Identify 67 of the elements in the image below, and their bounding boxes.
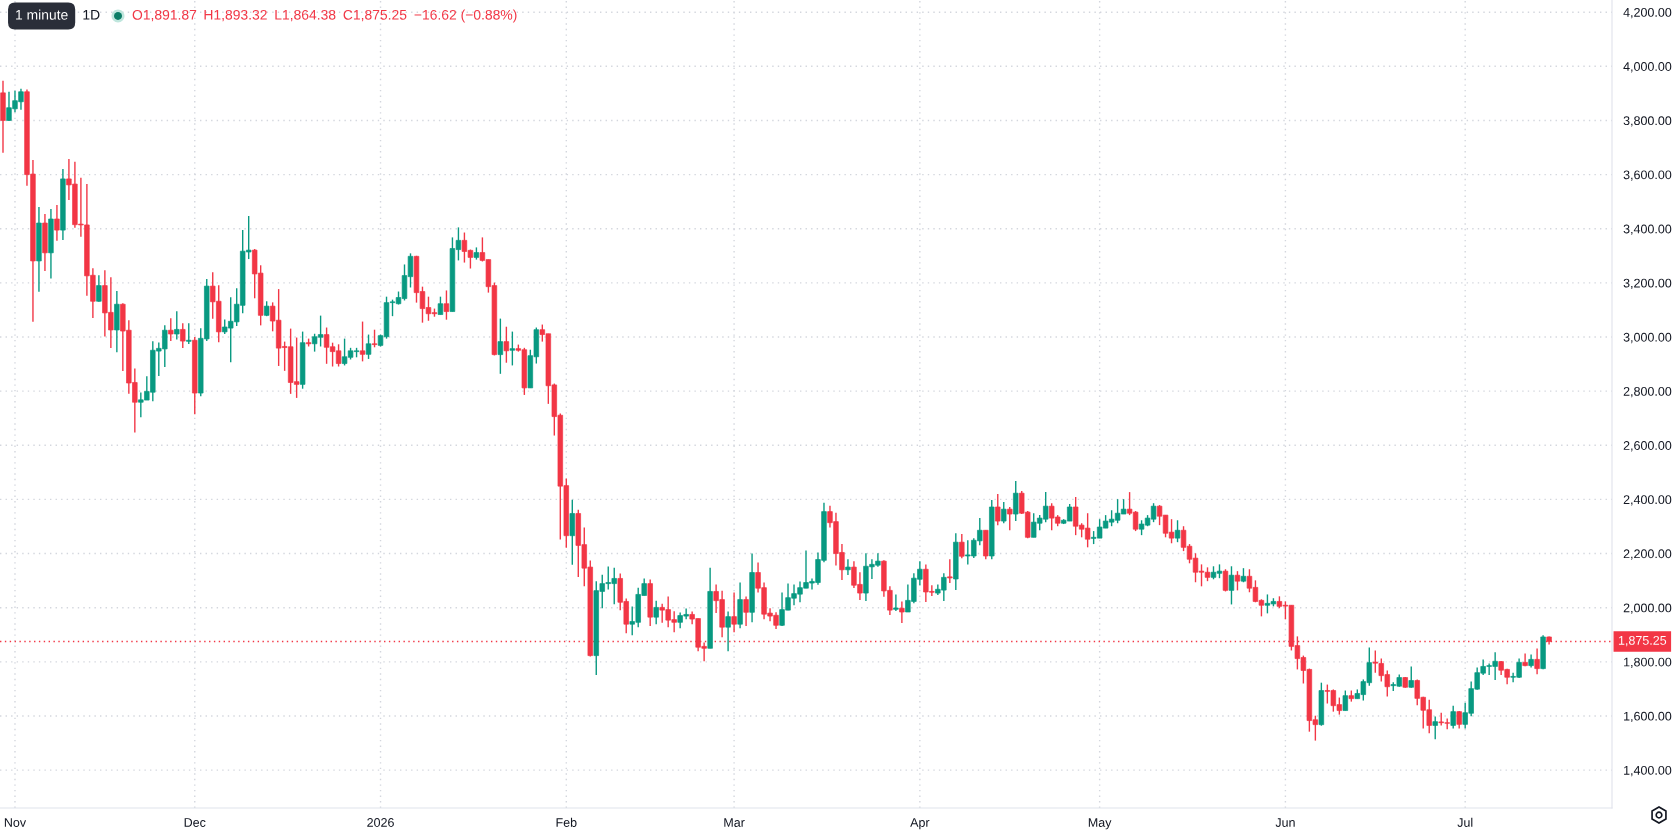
candlestick	[569, 498, 575, 566]
candlestick	[995, 493, 1001, 526]
y-tick-label: 3,200.00	[1623, 278, 1672, 289]
candlestick	[947, 558, 953, 584]
candlestick	[743, 595, 749, 627]
candlestick	[1013, 480, 1019, 522]
candlestick	[899, 600, 905, 624]
candlestick	[186, 322, 192, 345]
candlestick	[174, 310, 180, 341]
annotation: L1,864.38	[275, 9, 336, 22]
candlestick	[1432, 715, 1438, 740]
candlestick	[497, 317, 504, 375]
candlestick	[503, 326, 510, 364]
y-tick-label: 3,000.00	[1623, 332, 1672, 344]
y-tick-label: 1,800.00	[1624, 657, 1672, 668]
x-tick-label: 2026	[367, 818, 394, 827]
candlestick	[1228, 565, 1235, 606]
x-tick-label: Feb	[556, 817, 577, 827]
text: 1D	[83, 10, 100, 20]
y-tick-label: 2,600.00	[1623, 441, 1672, 452]
x-tick-label: May	[1088, 818, 1112, 830]
ref-line-label: 1,875.25	[1618, 635, 1667, 647]
y-tick-label: 1,400.00	[1624, 765, 1672, 777]
candlestick	[1234, 570, 1241, 592]
candlestick	[96, 274, 102, 303]
candlestick	[725, 610, 731, 652]
candlestick	[168, 317, 174, 342]
x-tick-label: Jun	[1275, 818, 1295, 827]
y-tick-label: 3,400.00	[1623, 224, 1672, 235]
y-tick-label: 2,800.00	[1623, 386, 1672, 398]
annotation: O1,891.87	[132, 9, 197, 22]
candlestick	[1174, 519, 1181, 543]
candlestick	[1522, 652, 1528, 667]
y-tick-label: 3,600.00	[1623, 170, 1672, 181]
candlestick	[1342, 689, 1349, 712]
candlestick	[1534, 647, 1540, 675]
y-tick-label: 2,000.00	[1623, 603, 1672, 614]
candlestick	[509, 330, 516, 367]
annotation: C1,875.25	[343, 9, 407, 22]
annotation: H1,893.32	[204, 9, 267, 22]
candlestick	[845, 558, 851, 576]
y-tick-label: 2,200.00	[1623, 549, 1672, 560]
candlestick	[1007, 506, 1013, 531]
candlestick	[180, 322, 186, 349]
y-tick-label: 3,800.00	[1623, 116, 1672, 127]
candlestick	[54, 204, 60, 242]
candlestick	[959, 533, 965, 559]
x-tick-label: Nov	[4, 818, 27, 827]
y-tick-label: 2,400.00	[1623, 495, 1672, 506]
x-tick-label: Apr	[910, 818, 930, 830]
candlestick	[359, 320, 366, 363]
y-tick-label: 4,000.00	[1623, 62, 1672, 73]
candlestick	[443, 289, 450, 321]
y-tick-label: 4,200.00	[1623, 7, 1672, 19]
x-tick-label: Dec	[184, 818, 206, 827]
y-tick-label: 1,600.00	[1624, 711, 1672, 723]
candlestick	[731, 591, 737, 634]
annotation: −16.62 (−0.88%)	[414, 9, 517, 23]
x-tick-label: Mar	[724, 818, 745, 827]
candlestick	[365, 333, 372, 360]
candlestick	[1450, 704, 1456, 730]
candlestick	[893, 593, 899, 612]
candlestick	[653, 599, 659, 625]
x-tick-label: Jul	[1457, 817, 1473, 827]
annotation: 1 minute	[16, 9, 68, 20]
candlestick	[1001, 501, 1007, 524]
candlestick	[1408, 665, 1414, 689]
